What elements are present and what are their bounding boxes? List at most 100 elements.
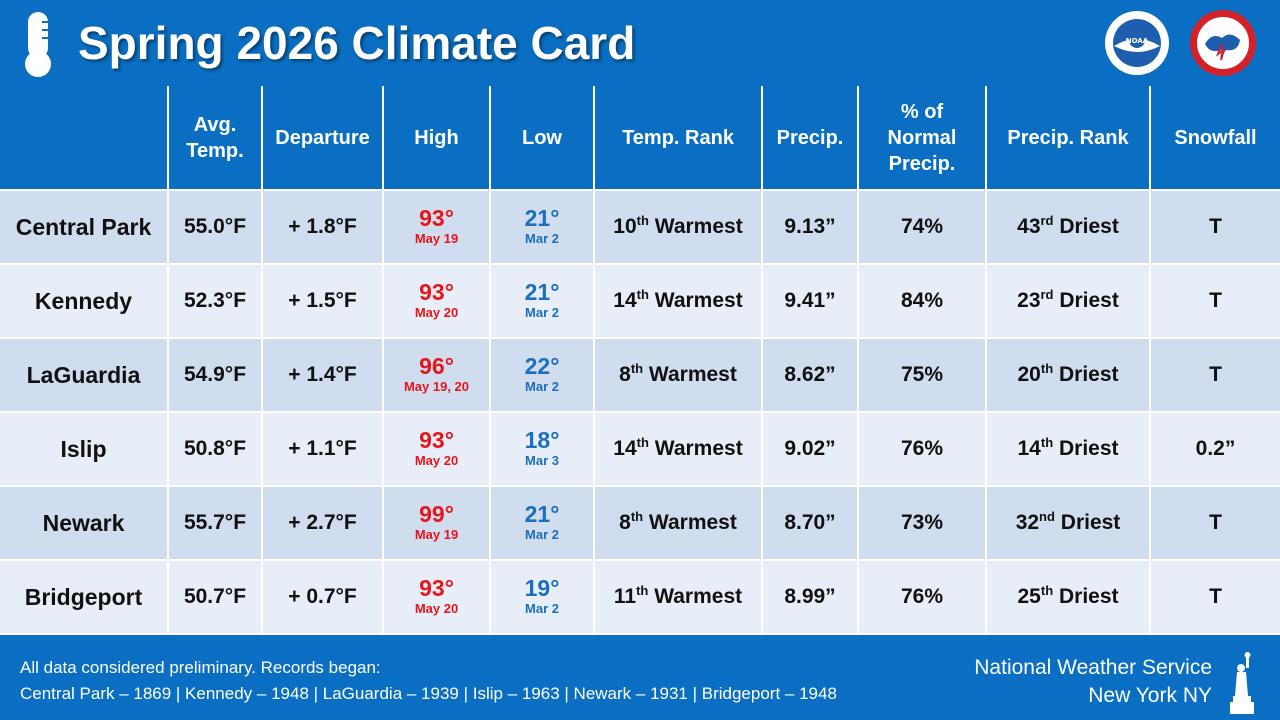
high-date: May 19 xyxy=(414,231,459,246)
low-cell: 19° Mar 2 xyxy=(490,560,595,635)
table-row: Bridgeport 50.7°F + 0.7°F 93° May 20 19° M… xyxy=(0,560,1280,635)
precip: 9.02” xyxy=(762,412,859,487)
footer-agency: National Weather Service xyxy=(974,656,1212,679)
avg-temp: 54.9°F xyxy=(168,338,263,413)
precip-rank: 14th Driest xyxy=(986,412,1151,487)
precip: 8.62” xyxy=(762,338,859,413)
station-name: Bridgeport xyxy=(0,560,169,635)
low-temp: 18° xyxy=(524,427,560,453)
col-header-snowfall: Snowfall xyxy=(1150,86,1280,191)
low-cell: 21° Mar 2 xyxy=(490,190,595,265)
precip-rank: 25th Driest xyxy=(986,560,1151,635)
high-date: May 19, 20 xyxy=(403,379,470,394)
col-header-high: High xyxy=(383,86,491,191)
avg-temp: 50.7°F xyxy=(168,560,263,635)
snowfall: T xyxy=(1150,560,1280,635)
high-date: May 19 xyxy=(414,527,459,542)
pct-normal: 84% xyxy=(858,264,987,339)
temp-rank: 10th Warmest xyxy=(594,190,763,265)
low-date: Mar 2 xyxy=(525,231,559,246)
departure: + 1.1°F xyxy=(262,412,384,487)
precip-rank: 23rd Driest xyxy=(986,264,1151,339)
station-name: Islip xyxy=(0,412,169,487)
col-header-precip: Precip. xyxy=(762,86,859,191)
station-name: LaGuardia xyxy=(0,338,169,413)
high-temp: 99° xyxy=(419,501,454,527)
low-temp: 22° xyxy=(524,353,560,379)
precip: 8.70” xyxy=(762,486,859,561)
col-header-precip-rank: Precip. Rank xyxy=(986,86,1151,191)
table-header-row: Avg. Temp. Departure High Low Temp. Rank … xyxy=(0,86,1280,191)
high-cell: 93° May 20 xyxy=(383,560,491,635)
temp-rank: 8th Warmest xyxy=(594,338,763,413)
precip: 8.99” xyxy=(762,560,859,635)
table-row: Kennedy 52.3°F + 1.5°F 93° May 20 21° Mar … xyxy=(0,264,1280,339)
nws-logo xyxy=(1190,10,1256,76)
low-date: Mar 2 xyxy=(525,379,559,394)
thermometer-icon xyxy=(25,12,51,77)
departure: + 1.8°F xyxy=(262,190,384,265)
temp-rank: 14th Warmest xyxy=(594,264,763,339)
avg-temp: 55.7°F xyxy=(168,486,263,561)
footer-preliminary-note: All data considered preliminary. Records… xyxy=(20,658,381,677)
col-header-pct-normal: % of Normal Precip. xyxy=(858,86,987,191)
pct-normal: 74% xyxy=(858,190,987,265)
avg-temp: 55.0°F xyxy=(168,190,263,265)
snowfall: T xyxy=(1150,338,1280,413)
low-date: Mar 3 xyxy=(525,453,559,468)
col-header-low: Low xyxy=(490,86,595,191)
precip-rank: 43rd Driest xyxy=(986,190,1151,265)
low-temp: 21° xyxy=(524,501,560,527)
snowfall: T xyxy=(1150,190,1280,265)
station-name: Central Park xyxy=(0,190,169,265)
low-temp: 21° xyxy=(524,205,560,231)
high-temp: 96° xyxy=(419,353,454,379)
table-row: LaGuardia 54.9°F + 1.4°F 96° May 19, 20 2… xyxy=(0,338,1280,413)
avg-temp: 52.3°F xyxy=(168,264,263,339)
header-bar: Spring 2026 Climate Card NOAA xyxy=(0,0,1280,86)
table-row: Newark 55.7°F + 2.7°F 99° May 19 21° Mar 2… xyxy=(0,486,1280,561)
pct-normal: 73% xyxy=(858,486,987,561)
col-header-avg-temp: Avg. Temp. xyxy=(168,86,263,191)
high-cell: 93° May 19 xyxy=(383,190,491,265)
precip-rank: 20th Driest xyxy=(986,338,1151,413)
low-cell: 21° Mar 2 xyxy=(490,264,595,339)
high-cell: 93° May 20 xyxy=(383,412,491,487)
station-name: Newark xyxy=(0,486,169,561)
high-temp: 93° xyxy=(419,279,454,305)
temp-rank: 8th Warmest xyxy=(594,486,763,561)
snowfall: T xyxy=(1150,264,1280,339)
low-date: Mar 2 xyxy=(525,527,559,542)
high-temp: 93° xyxy=(419,205,454,231)
table-row: Islip 50.8°F + 1.1°F 93° May 20 18° Mar 3 … xyxy=(0,412,1280,487)
statue-of-liberty-icon xyxy=(1230,652,1254,714)
low-temp: 19° xyxy=(524,575,560,601)
low-temp: 21° xyxy=(524,279,560,305)
departure: + 2.7°F xyxy=(262,486,384,561)
high-date: May 20 xyxy=(414,601,459,616)
high-cell: 93° May 20 xyxy=(383,264,491,339)
pct-normal: 76% xyxy=(858,560,987,635)
col-header-temp-rank: Temp. Rank xyxy=(594,86,763,191)
pct-normal: 76% xyxy=(858,412,987,487)
high-temp: 93° xyxy=(419,575,454,601)
table-row: Central Park 55.0°F + 1.8°F 93° May 19 21… xyxy=(0,190,1280,265)
footer-office: New York NY xyxy=(1088,684,1212,707)
low-date: Mar 2 xyxy=(525,601,559,616)
low-cell: 21° Mar 2 xyxy=(490,486,595,561)
snowfall: T xyxy=(1150,486,1280,561)
high-cell: 99° May 19 xyxy=(383,486,491,561)
col-header-station xyxy=(0,86,169,191)
high-date: May 20 xyxy=(414,305,459,320)
svg-text:NOAA: NOAA xyxy=(1126,37,1149,45)
temp-rank: 11th Warmest xyxy=(594,560,763,635)
col-header-departure: Departure xyxy=(262,86,384,191)
pct-normal: 75% xyxy=(858,338,987,413)
avg-temp: 50.8°F xyxy=(168,412,263,487)
precip: 9.41” xyxy=(762,264,859,339)
page-title: Spring 2026 Climate Card xyxy=(78,17,636,69)
low-date: Mar 2 xyxy=(525,305,559,320)
snowfall: 0.2” xyxy=(1150,412,1280,487)
departure: + 0.7°F xyxy=(262,560,384,635)
noaa-logo: NOAA xyxy=(1105,11,1169,75)
